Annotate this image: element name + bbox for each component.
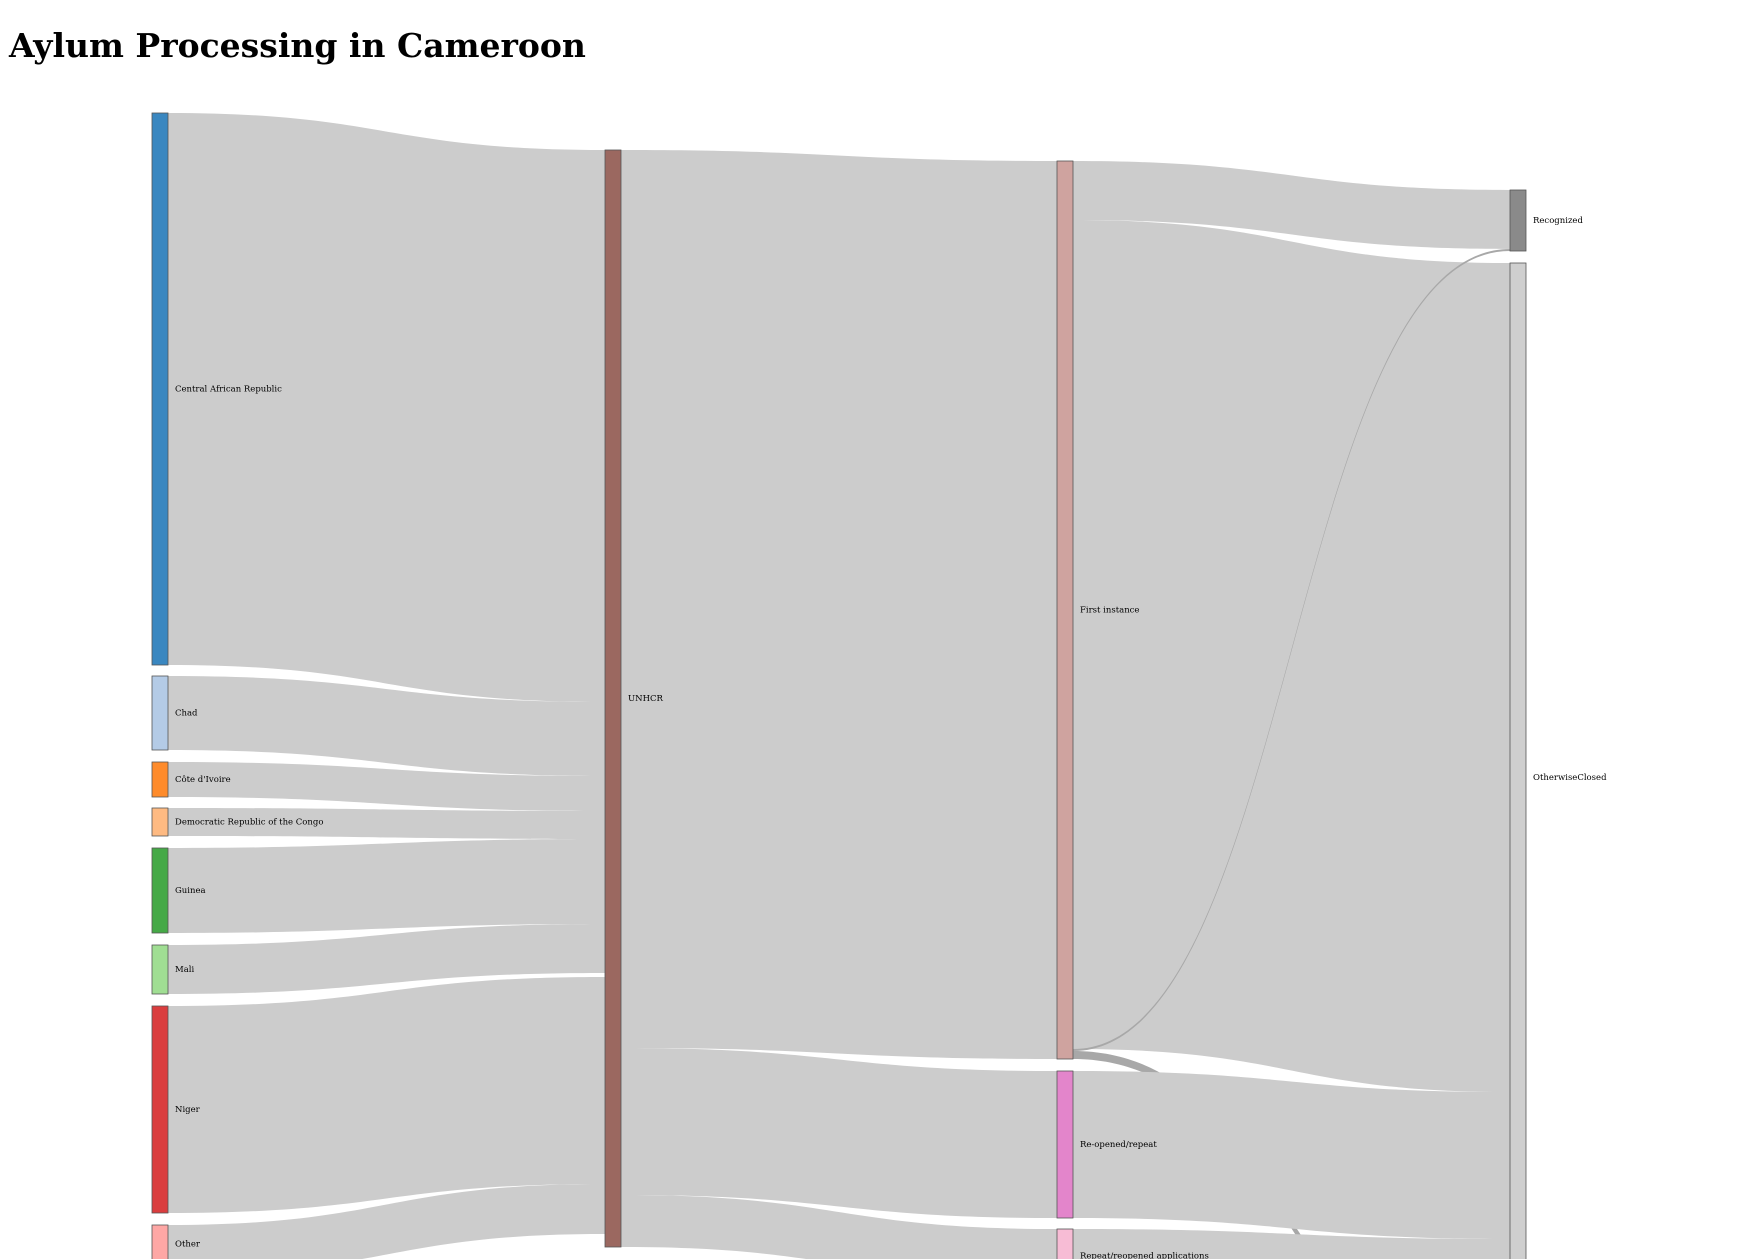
node-chad: Chad	[151, 675, 198, 751]
node-label-reopened: Re-opened/repeat	[1080, 1140, 1157, 1150]
node-label-repeat_apps: Repeat/reopened applications	[1080, 1252, 1209, 1259]
node-bar-repeat_apps	[1056, 1228, 1074, 1259]
link-unhcr-to-repeat_apps	[621, 1195, 1057, 1259]
node-other: Other	[151, 1224, 201, 1259]
node-bar-other	[151, 1224, 169, 1259]
link-chad-to-unhcr	[168, 676, 605, 776]
node-label-civ: Côte d'Ivoire	[175, 774, 231, 785]
node-label-recognized: Recognized	[1533, 216, 1583, 226]
node-bar-closed	[1509, 262, 1527, 1259]
node-label-chad: Chad	[175, 709, 198, 719]
diagram-title: Aylum Processing in Cameroon	[9, 26, 586, 65]
link-first-to-recognized	[1073, 161, 1510, 249]
node-label-first: First instance	[1080, 606, 1139, 616]
node-bar-civ	[151, 761, 169, 798]
node-repeat_apps: Repeat/reopened applications	[1056, 1228, 1209, 1259]
node-niger: Niger	[151, 1005, 201, 1214]
node-bar-mali	[151, 944, 169, 995]
node-bar-guinea	[151, 847, 169, 934]
node-guinea: Guinea	[151, 847, 206, 934]
node-label-niger: Niger	[175, 1105, 201, 1115]
node-mali: Mali	[151, 944, 194, 995]
node-car: Central African Republic	[151, 112, 282, 666]
link-first-to-recognized	[1073, 249, 1510, 1051]
link-niger-to-unhcr	[168, 977, 605, 1213]
link-car-to-unhcr	[168, 113, 605, 702]
node-bar-car	[151, 112, 169, 666]
link-first-to-closed	[1073, 220, 1510, 1092]
node-label-other: Other	[175, 1240, 201, 1250]
node-recognized: Recognized	[1509, 189, 1583, 252]
node-bar-recognized	[1509, 189, 1527, 252]
link-unhcr-to-reopened	[621, 1048, 1057, 1218]
sankey-nodes: Central African Republic Chad Côte d'Ivoir…	[151, 112, 1607, 1259]
node-drc: Democratic Republic of the Congo	[151, 807, 323, 837]
node-first: First instance	[1056, 160, 1139, 1060]
node-bar-drc	[151, 807, 169, 837]
link-guinea-to-unhcr	[168, 839, 605, 933]
link-civ-to-unhcr	[168, 762, 605, 811]
node-bar-unhcr	[604, 149, 622, 1248]
node-bar-first	[1056, 160, 1074, 1060]
sankey-links	[168, 113, 1510, 1259]
node-label-unhcr: UNHCR	[628, 694, 664, 704]
node-reopened: Re-opened/repeat	[1056, 1070, 1157, 1219]
node-closed: OtherwiseClosed	[1509, 262, 1607, 1259]
link-repeat_apps-to-closed	[1073, 1229, 1510, 1259]
node-civ: Côte d'Ivoire	[151, 761, 231, 798]
node-unhcr: UNHCR	[604, 149, 664, 1248]
link-mali-to-unhcr	[168, 924, 605, 994]
link-unhcr-to-first	[621, 150, 1057, 1059]
link-drc-to-unhcr	[168, 808, 605, 839]
node-bar-niger	[151, 1005, 169, 1214]
node-bar-reopened	[1056, 1070, 1074, 1219]
node-bar-chad	[151, 675, 169, 751]
node-label-closed: OtherwiseClosed	[1533, 773, 1607, 783]
link-other-to-unhcr	[168, 1184, 605, 1259]
link-reopened-to-closed	[1073, 1071, 1510, 1239]
node-label-mali: Mali	[175, 965, 194, 975]
node-label-guinea: Guinea	[175, 886, 206, 896]
node-label-car: Central African Republic	[175, 385, 282, 395]
node-label-drc: Democratic Republic of the Congo	[175, 818, 323, 828]
